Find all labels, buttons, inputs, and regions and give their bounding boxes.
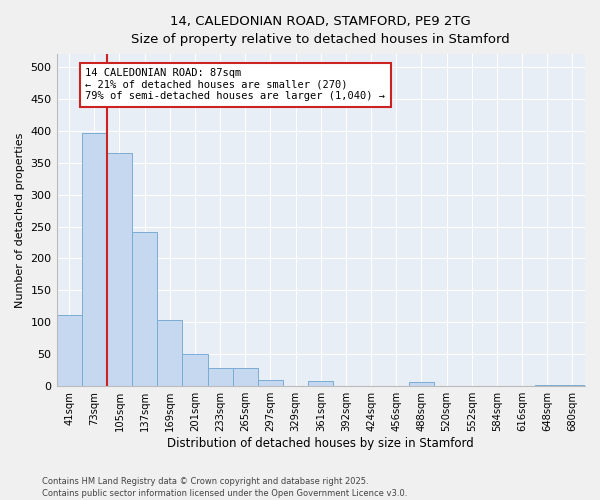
Bar — [258, 380, 283, 386]
Bar — [132, 232, 157, 386]
Bar — [56, 314, 82, 386]
Bar — [233, 368, 258, 386]
Bar — [182, 354, 208, 386]
Bar — [535, 385, 560, 386]
Bar — [157, 320, 182, 386]
Y-axis label: Number of detached properties: Number of detached properties — [15, 132, 25, 308]
Text: Contains HM Land Registry data © Crown copyright and database right 2025.
Contai: Contains HM Land Registry data © Crown c… — [42, 476, 407, 498]
Text: 14 CALEDONIAN ROAD: 87sqm
← 21% of detached houses are smaller (270)
79% of semi: 14 CALEDONIAN ROAD: 87sqm ← 21% of detac… — [85, 68, 385, 102]
X-axis label: Distribution of detached houses by size in Stamford: Distribution of detached houses by size … — [167, 437, 474, 450]
Bar — [560, 385, 585, 386]
Bar — [308, 381, 334, 386]
Bar — [107, 153, 132, 386]
Bar — [208, 368, 233, 386]
Bar — [82, 132, 107, 386]
Title: 14, CALEDONIAN ROAD, STAMFORD, PE9 2TG
Size of property relative to detached hou: 14, CALEDONIAN ROAD, STAMFORD, PE9 2TG S… — [131, 15, 510, 46]
Bar — [409, 382, 434, 386]
